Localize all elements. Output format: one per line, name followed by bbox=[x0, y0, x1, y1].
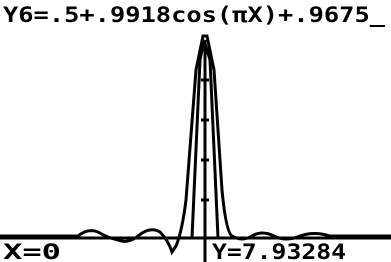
page: Y6=.5+.9918cos(πX)+.9675_ X=0 Y=7.93284 … bbox=[0, 0, 391, 262]
equation: Y6=.5+.9918cos(πX)+.9675_ bbox=[3, 3, 385, 27]
y-readout: Y=7.93284 bbox=[212, 240, 346, 262]
calculator-screen: Y6=.5+.9918cos(πX)+.9675_ X=0 Y=7.93284 bbox=[0, 0, 391, 262]
x-readout: X=0 bbox=[3, 240, 61, 262]
